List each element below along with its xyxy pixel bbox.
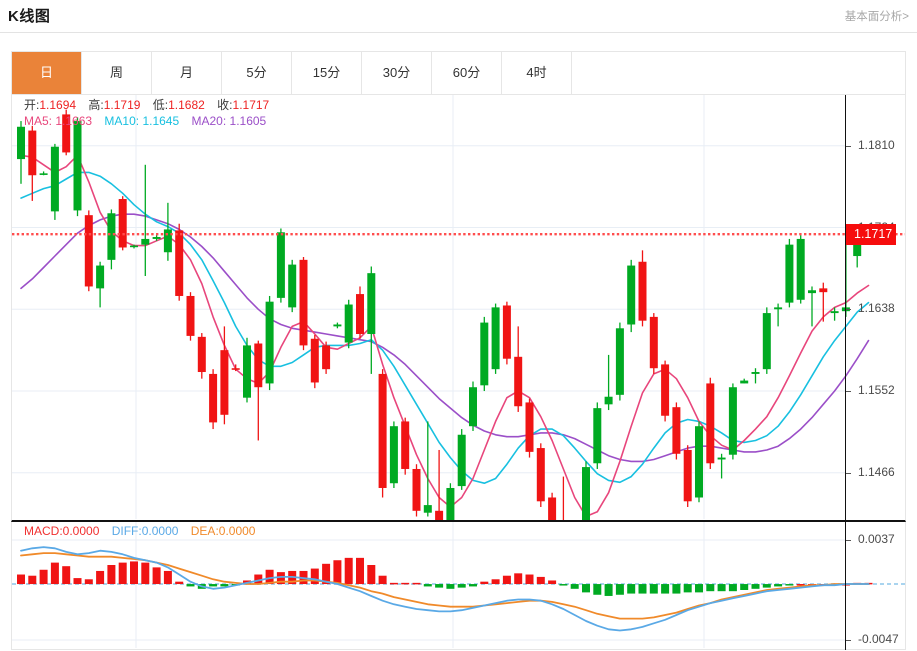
page-title: K线图	[8, 8, 51, 25]
tab-label: 15分	[312, 65, 341, 80]
fundamental-analysis-link[interactable]: 基本面分析>	[844, 11, 909, 23]
low-label: 低:	[152, 98, 169, 112]
price-tick-mark-3	[846, 391, 851, 393]
macd-chart-panel[interactable]: MACD:0.0000 DIFF:0.0000 DEA:0.0000	[11, 522, 906, 650]
tab-3[interactable]: 5分	[222, 52, 292, 94]
ohlc-row: 开:1.1694 高:1.1719 低:1.1682 收:1.1717	[24, 97, 269, 113]
page-header: K线图 基本面分析>	[0, 0, 917, 33]
price-tick-mark-2	[846, 309, 851, 311]
timeframe-tabbar: 日 周 月 5分 15分 30分 60分 4时	[11, 51, 906, 95]
macd-axis-divider	[845, 522, 846, 650]
tab-7[interactable]: 4时	[502, 52, 572, 94]
ma-row: MA5: 1.1663 MA10: 1.1645 MA20: 1.1605	[24, 113, 269, 129]
ma5-label: MA5:	[24, 114, 53, 128]
tabbar-filler	[572, 52, 905, 94]
price-tick-mark-0	[846, 145, 851, 147]
open-label: 开:	[24, 98, 40, 112]
price-tick-mark-4	[846, 472, 851, 474]
ma20-value: 1.1605	[229, 114, 267, 128]
price-tick-3: 1.1552	[858, 383, 895, 398]
tab-label: 30分	[382, 65, 411, 80]
macd-legend: MACD:0.0000 DIFF:0.0000 DEA:0.0000	[24, 524, 255, 538]
dea-label: DEA:	[190, 524, 219, 538]
tab-label: 周	[109, 65, 123, 80]
ma5-value: 1.1663	[55, 114, 93, 128]
diff-label: DIFF:	[111, 524, 142, 538]
candlestick-svg	[12, 95, 905, 520]
tab-4[interactable]: 15分	[292, 52, 362, 94]
ohlc-legend: 开:1.1694 高:1.1719 低:1.1682 收:1.1717 MA5:…	[24, 97, 269, 129]
tab-1[interactable]: 周	[82, 52, 152, 94]
low-value: 1.1682	[168, 98, 205, 112]
price-tick-0: 1.1810	[858, 137, 895, 152]
high-value: 1.1719	[103, 98, 141, 112]
tab-label: 4时	[526, 65, 547, 80]
tab-2[interactable]: 月	[152, 52, 222, 94]
open-value: 1.1694	[39, 98, 77, 112]
tab-label: 60分	[452, 65, 481, 80]
dea-value: 0.0000	[218, 524, 256, 538]
price-tick-4: 1.1466	[858, 464, 895, 479]
current-price-badge: 1.1717	[846, 224, 897, 246]
macd-value: 0.0000	[62, 524, 100, 538]
high-label: 高:	[88, 98, 104, 112]
macd-tick-0: 0.0037	[858, 532, 895, 546]
ma20-label: MA20:	[191, 114, 227, 128]
close-value: 1.1717	[232, 98, 270, 112]
tab-label: 日	[39, 65, 53, 80]
macd-tick-mark-0	[846, 540, 851, 541]
macd-svg	[12, 522, 905, 648]
price-tick-2: 1.1638	[858, 301, 895, 316]
close-label: 收:	[217, 98, 233, 112]
diff-value: 0.0000	[141, 524, 179, 538]
macd-tick-mark-1	[846, 640, 851, 641]
macd-label: MACD:	[24, 524, 63, 538]
price-axis-divider	[845, 95, 846, 522]
macd-tick-1: -0.0047	[858, 632, 899, 646]
candlestick-chart-panel[interactable]: 开:1.1694 高:1.1719 低:1.1682 收:1.1717 MA5:…	[11, 95, 906, 522]
tab-0[interactable]: 日	[12, 52, 82, 94]
ma10-value: 1.1645	[142, 114, 180, 128]
tab-label: 月	[179, 65, 193, 80]
tab-5[interactable]: 30分	[362, 52, 432, 94]
ma10-label: MA10:	[104, 114, 140, 128]
tab-6[interactable]: 60分	[432, 52, 502, 94]
tab-label: 5分	[246, 65, 267, 80]
